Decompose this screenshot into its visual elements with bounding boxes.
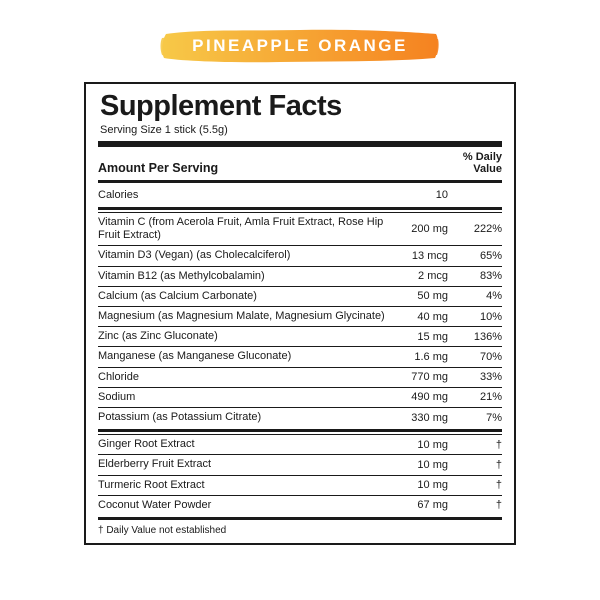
panel-title: Supplement Facts: [98, 90, 502, 123]
nutrient-amount: 330 mg: [394, 412, 456, 424]
nutrient-name: Calories: [98, 189, 394, 202]
facts-body: Calories10 Vitamin C (from Acerola Fruit,…: [98, 185, 502, 515]
nutrient-dv: 7%: [456, 412, 502, 424]
nutrient-amount: 2 mcg: [394, 270, 456, 282]
nutrient-row: Vitamin D3 (Vegan) (as Cholecalciferol)1…: [98, 245, 502, 265]
nutrient-amount: 40 mg: [394, 311, 456, 323]
nutrient-amount: 10 mg: [394, 459, 456, 471]
nutrient-amount: 50 mg: [394, 290, 456, 302]
nutrient-dv: †: [456, 479, 502, 491]
nutrient-row: Vitamin C (from Acerola Fruit, Amla Frui…: [98, 212, 502, 245]
nutrient-amount: 13 mcg: [394, 250, 456, 262]
divider-medium: [98, 429, 502, 432]
flavor-badge: PINEAPPLE ORANGE: [160, 28, 440, 64]
serving-size: Serving Size 1 stick (5.5g): [98, 123, 502, 139]
supplement-facts-panel: Supplement Facts Serving Size 1 stick (5…: [84, 82, 516, 545]
nutrient-name: Turmeric Root Extract: [98, 479, 394, 492]
nutrient-dv: †: [456, 459, 502, 471]
nutrient-row: Calcium (as Calcium Carbonate)50 mg4%: [98, 286, 502, 306]
nutrient-row: Manganese (as Manganese Gluconate)1.6 mg…: [98, 346, 502, 366]
nutrient-dv: 33%: [456, 371, 502, 383]
nutrient-name: Manganese (as Manganese Gluconate): [98, 350, 394, 363]
nutrient-row: Magnesium (as Magnesium Malate, Magnesiu…: [98, 306, 502, 326]
nutrient-name: Calcium (as Calcium Carbonate): [98, 290, 394, 303]
nutrient-row: Zinc (as Zinc Gluconate)15 mg136%: [98, 326, 502, 346]
nutrient-name: Zinc (as Zinc Gluconate): [98, 330, 394, 343]
nutrient-name: Ginger Root Extract: [98, 438, 394, 451]
nutrient-name: Vitamin B12 (as Methylcobalamin): [98, 270, 394, 283]
nutrient-name: Magnesium (as Magnesium Malate, Magnesiu…: [98, 310, 394, 323]
nutrient-row: Sodium490 mg21%: [98, 387, 502, 407]
nutrient-dv: 83%: [456, 270, 502, 282]
divider-medium: [98, 180, 502, 183]
nutrient-dv: †: [456, 499, 502, 511]
header-daily-value: % Daily Value: [448, 152, 502, 175]
nutrient-amount: 770 mg: [394, 371, 456, 383]
divider-medium: [98, 207, 502, 210]
nutrient-name: Sodium: [98, 391, 394, 404]
nutrient-row: Potassium (as Potassium Citrate)330 mg7%: [98, 407, 502, 427]
nutrient-amount: 15 mg: [394, 331, 456, 343]
nutrient-row: Vitamin B12 (as Methylcobalamin)2 mcg83%: [98, 266, 502, 286]
nutrient-amount: 1.6 mg: [394, 351, 456, 363]
header-amount-per-serving: Amount Per Serving: [98, 161, 448, 175]
nutrient-dv: 222%: [456, 223, 502, 235]
nutrient-row: Calories10: [98, 185, 502, 205]
footnote: † Daily Value not established: [98, 522, 502, 537]
nutrient-amount: 10 mg: [394, 439, 456, 451]
nutrient-row: Chloride770 mg33%: [98, 367, 502, 387]
nutrient-row: Coconut Water Powder67 mg†: [98, 495, 502, 515]
flavor-label: PINEAPPLE ORANGE: [192, 36, 408, 56]
nutrient-name: Vitamin D3 (Vegan) (as Cholecalciferol): [98, 249, 394, 262]
nutrient-dv: 4%: [456, 290, 502, 302]
nutrient-dv: 70%: [456, 351, 502, 363]
nutrient-amount: 10 mg: [394, 479, 456, 491]
nutrient-name: Elderberry Fruit Extract: [98, 458, 394, 471]
nutrient-dv: †: [456, 439, 502, 451]
column-header-row: Amount Per Serving % Daily Value: [98, 149, 502, 178]
nutrient-row: Ginger Root Extract10 mg†: [98, 434, 502, 454]
nutrient-amount: 67 mg: [394, 499, 456, 511]
nutrient-name: Coconut Water Powder: [98, 499, 394, 512]
nutrient-dv: 65%: [456, 250, 502, 262]
nutrient-name: Chloride: [98, 371, 394, 384]
nutrient-dv: 136%: [456, 331, 502, 343]
divider-medium: [98, 517, 502, 520]
nutrient-amount: 490 mg: [394, 391, 456, 403]
nutrient-name: Potassium (as Potassium Citrate): [98, 411, 394, 424]
nutrient-dv: 10%: [456, 311, 502, 323]
nutrient-row: Turmeric Root Extract10 mg†: [98, 475, 502, 495]
divider-thick: [98, 141, 502, 147]
nutrient-row: Elderberry Fruit Extract10 mg†: [98, 454, 502, 474]
nutrient-name: Vitamin C (from Acerola Fruit, Amla Frui…: [98, 216, 394, 242]
nutrient-dv: 21%: [456, 391, 502, 403]
nutrient-amount: 10: [394, 189, 456, 201]
nutrient-amount: 200 mg: [394, 223, 456, 235]
